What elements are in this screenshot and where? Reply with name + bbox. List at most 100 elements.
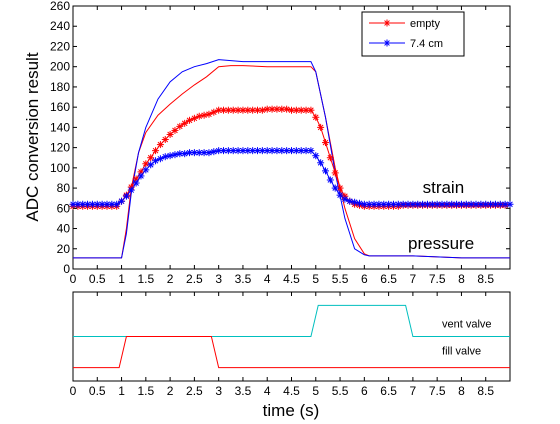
x-tick-label: 6 [361, 384, 368, 398]
7-4-cm-markers-series-point [438, 200, 446, 208]
top-x-ticks: 0 0.5 1 1.5 2 2.5 3 3.5 4 4.5 5 5.5 6 6.5 7 7.5 8 8.5 [70, 6, 494, 286]
y-tick-label: 220 [50, 39, 70, 53]
x-tick-label: 0 [70, 384, 77, 398]
7-4-cm-markers-series-point [336, 191, 344, 199]
y-tick-label: 120 [50, 141, 70, 155]
empty-markers-series-point [152, 147, 160, 155]
empty-markers-series-point [200, 111, 208, 119]
top-y-ticks: 0 20 40 60 80 100 120 140 160 180 200 220 240 260 [50, 0, 510, 276]
empty-markers-series-point [283, 105, 291, 113]
7-4-cm-markers-series-point [254, 147, 262, 155]
7-4-cm-markers-series-point [137, 172, 145, 180]
strain-annotation: strain [423, 178, 465, 197]
empty-markers-series-point [195, 112, 203, 120]
x-tick-label: 4 [264, 384, 271, 398]
x-tick-label: 2 [167, 272, 174, 286]
x-tick-label: 6.5 [380, 272, 397, 286]
7-4-cm-markers-series-point [132, 179, 140, 187]
empty-markers-series-point [161, 136, 169, 144]
7-4-cm-series-line [73, 59, 510, 259]
y-tick-label: 0 [63, 262, 70, 276]
x-tick-label: 1.5 [137, 272, 154, 286]
x-tick-label: 5.5 [332, 384, 349, 398]
empty-markers-series-point [326, 154, 334, 162]
7-4-cm-markers-series-point [181, 150, 189, 158]
7-4-cm-markers-series-point [79, 200, 87, 208]
empty-markers-series-point [147, 154, 155, 162]
bottom-annotations: vent valve fill valve [442, 319, 492, 358]
7-4-cm-markers-series-point [166, 152, 174, 160]
empty-markers-series-point [156, 141, 164, 149]
7-4-cm-markers-series-point [443, 200, 451, 208]
x-tick-label: 8 [458, 272, 465, 286]
7-4-cm-markers-series-point [93, 200, 101, 208]
legend-box [361, 11, 465, 57]
x-tick-label: 7 [410, 272, 417, 286]
x-tick-label: 5.5 [332, 272, 349, 286]
empty-markers-series-point [215, 106, 223, 114]
7-4-cm-markers-series-point [88, 200, 96, 208]
7-4-cm-markers-series-point [351, 198, 359, 206]
y-tick-label: 240 [50, 19, 70, 33]
7-4-cm-markers-series-point [268, 147, 276, 155]
legend-entries: empty 7.4 cm [369, 18, 443, 50]
empty-markers-series-point [181, 119, 189, 127]
x-tick-label: 6.5 [380, 384, 397, 398]
7-4-cm-markers-series-point [355, 199, 363, 207]
empty-markers-series-point [258, 106, 266, 114]
7-4-cm-markers-series-point [147, 161, 155, 169]
x-tick-label: 5 [312, 384, 319, 398]
7-4-cm-markers-series-point [127, 186, 135, 194]
fill-valve-series-line [73, 336, 510, 369]
pressure-annotation: pressure [408, 234, 474, 253]
7-4-cm-markers-series-point [321, 167, 329, 175]
empty-markers-series-point [307, 106, 315, 114]
7-4-cm-markers-series-point [491, 200, 499, 208]
vent-valve-series-line [73, 304, 510, 337]
y-tick-label: 200 [50, 60, 70, 74]
7-4-cm-markers-series-point [258, 147, 266, 155]
empty-markers-series-point [312, 113, 320, 121]
7-4-cm-markers-series-point [161, 153, 169, 161]
x-tick-label: 1 [118, 272, 125, 286]
7-4-cm-markers-series-point [205, 149, 213, 157]
fill-valve-annotation: fill valve [442, 345, 481, 357]
x-tick-label: 2 [167, 384, 174, 398]
empty-markers-series-point [171, 126, 179, 134]
empty-markers-series-point [249, 106, 257, 114]
y-axis-label: ADC conversion result [23, 52, 42, 221]
x-tick-label: 2.5 [186, 272, 203, 286]
y-tick-label: 180 [50, 80, 70, 94]
x-tick-label: 3 [215, 384, 222, 398]
x-tick-label: 2.5 [186, 384, 203, 398]
7-4-cm-markers-series-point [414, 200, 422, 208]
empty-markers-series-point [166, 130, 174, 138]
legend-empty-marker [383, 19, 391, 27]
x-tick-label: 7.5 [429, 272, 446, 286]
bottom-x-ticks: 0 0.5 1 1.5 2 2.5 3 3.5 4 4.5 5 5.5 6 6.5 7 7.5 8 8.5 [70, 292, 494, 398]
empty-markers-series-point [176, 122, 184, 130]
7-4-cm-markers-series-point [122, 192, 130, 200]
x-tick-label: 1 [118, 384, 125, 398]
empty-markers-series-point [273, 105, 281, 113]
x-axis-label: time (s) [263, 401, 320, 420]
x-tick-label: 3.5 [235, 384, 252, 398]
7-4-cm-markers-series-point [118, 197, 126, 205]
x-tick-label: 8.5 [477, 384, 494, 398]
7-4-cm-markers-series-point [423, 200, 431, 208]
x-tick-label: 1.5 [137, 384, 154, 398]
top-plot: 0 0.5 1 1.5 2 2.5 3 3.5 4 4.5 5 5.5 6 6.5 7 7.5 8 8.5 0 20… [23, 0, 514, 286]
7-4-cm-markers-series-point [142, 166, 150, 174]
x-tick-label: 7 [410, 384, 417, 398]
x-tick-label: 7.5 [429, 384, 446, 398]
y-tick-label: 140 [50, 120, 70, 134]
7-4-cm-markers-series-point [326, 176, 334, 184]
bottom-plot-series [73, 304, 510, 369]
y-tick-label: 260 [50, 0, 70, 13]
empty-markers-series-point [331, 169, 339, 177]
7-4-cm-markers-series-point [302, 147, 310, 155]
7-4-cm-markers-series-point [428, 200, 436, 208]
y-tick-label: 100 [50, 161, 70, 175]
7-4-cm-markers-series-point [234, 147, 242, 155]
